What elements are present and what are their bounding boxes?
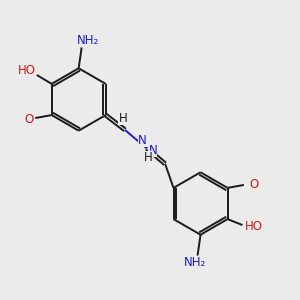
Text: HO: HO — [17, 64, 35, 77]
Text: H: H — [118, 112, 127, 124]
Text: N: N — [138, 134, 146, 147]
Text: O: O — [25, 113, 34, 126]
Text: HO: HO — [245, 220, 263, 233]
Text: O: O — [250, 178, 259, 190]
Text: NH₂: NH₂ — [76, 34, 99, 46]
Text: NH₂: NH₂ — [184, 256, 206, 269]
Text: N: N — [148, 144, 157, 157]
Text: H: H — [144, 151, 153, 164]
